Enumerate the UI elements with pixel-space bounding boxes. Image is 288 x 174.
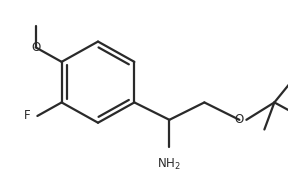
Text: O: O [31,41,40,54]
Text: NH$_2$: NH$_2$ [158,157,181,172]
Text: F: F [24,109,30,122]
Text: O: O [235,113,244,126]
